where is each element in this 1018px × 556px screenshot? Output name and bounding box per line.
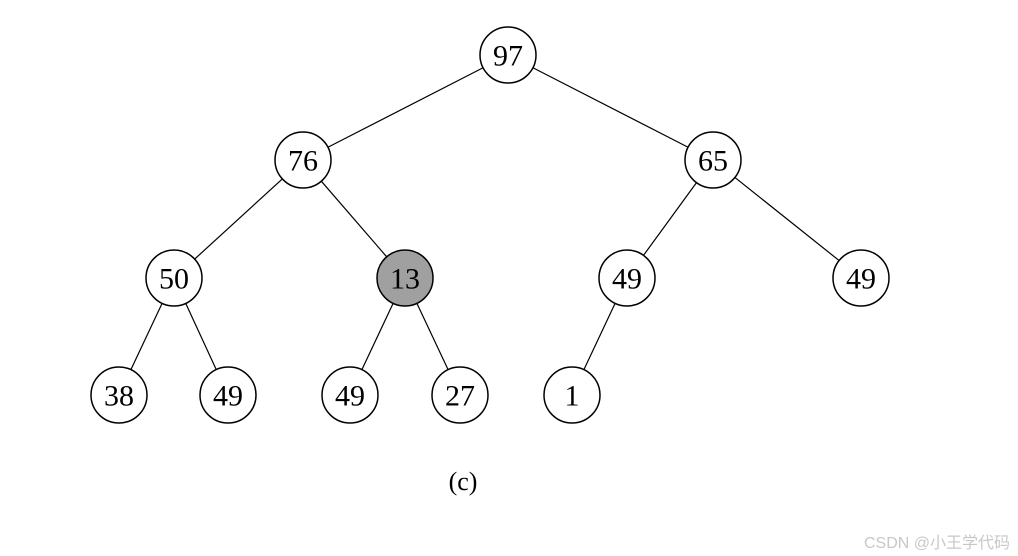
- node-label: 49: [335, 380, 365, 413]
- tree-edge: [195, 179, 283, 259]
- node-label: 65: [698, 145, 728, 178]
- tree-edge: [735, 177, 839, 260]
- node-label: 38: [104, 380, 134, 413]
- tree-edge: [321, 181, 386, 257]
- tree-node: 1: [544, 367, 600, 423]
- tree-node: 49: [322, 367, 378, 423]
- figure-caption: (c): [449, 467, 478, 496]
- node-label: 49: [612, 263, 642, 296]
- tree-edge: [186, 303, 217, 369]
- tree-edge: [417, 303, 448, 369]
- tree-node: 38: [91, 367, 147, 423]
- tree-edge: [643, 183, 696, 256]
- node-label: 1: [565, 380, 580, 413]
- tree-node: 13: [377, 250, 433, 306]
- node-label: 50: [159, 263, 189, 296]
- tree-edge: [328, 68, 483, 147]
- node-label: 49: [846, 263, 876, 296]
- edges-group: [131, 68, 839, 370]
- node-label: 76: [288, 145, 318, 178]
- tree-node: 76: [275, 132, 331, 188]
- tree-node: 27: [432, 367, 488, 423]
- tree-edge: [533, 68, 688, 147]
- tree-node: 97: [480, 27, 536, 83]
- tree-node: 49: [599, 250, 655, 306]
- tree-edge: [362, 303, 393, 369]
- tree-node: 49: [833, 250, 889, 306]
- tree-diagram: 97 76 65 50 13 49 49 38 49 49 27 1 (c) CSDN @小王学代码: [0, 0, 1018, 556]
- tree-edge: [131, 303, 162, 369]
- node-label: 97: [493, 40, 523, 73]
- node-label: 49: [213, 380, 243, 413]
- node-label: 13: [390, 263, 420, 296]
- watermark-text: CSDN @小王学代码: [864, 534, 1010, 552]
- nodes-group: 97 76 65 50 13 49 49 38 49 49 27 1: [91, 27, 889, 423]
- tree-edge: [584, 303, 615, 369]
- tree-node: 50: [146, 250, 202, 306]
- node-label: 27: [445, 380, 475, 413]
- tree-node: 65: [685, 132, 741, 188]
- tree-node: 49: [200, 367, 256, 423]
